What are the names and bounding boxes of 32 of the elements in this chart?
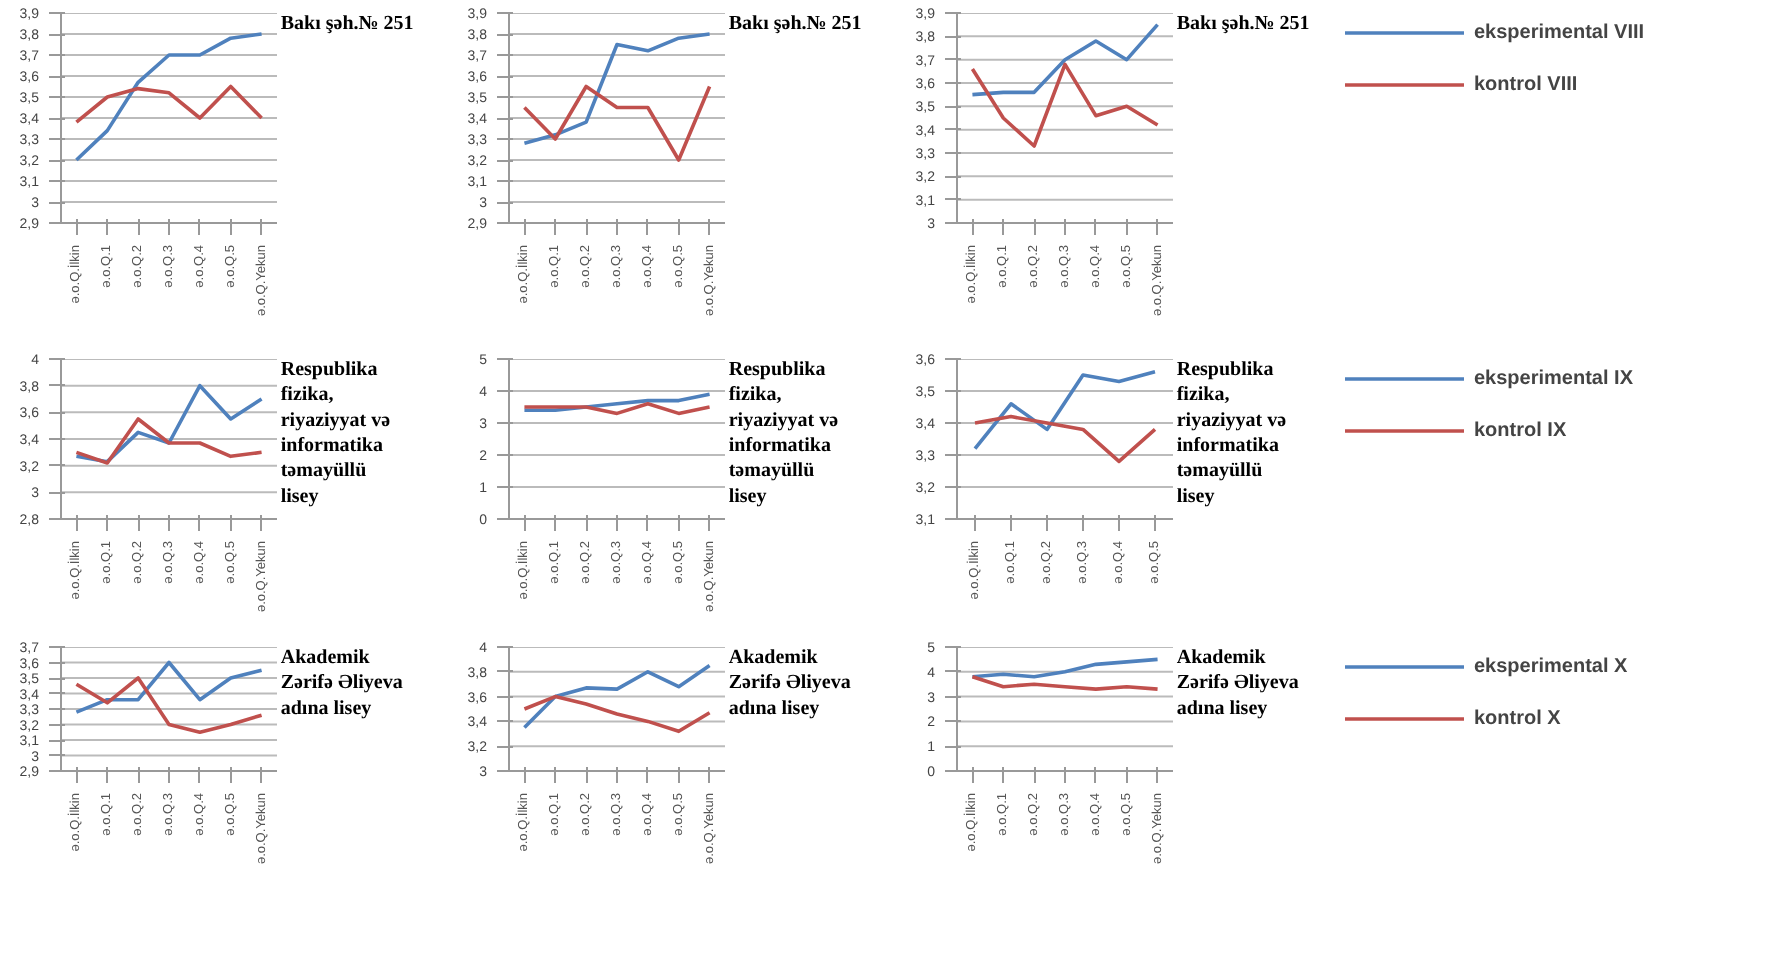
text: Akademik Zərifə Əliyeva adına lisey xyxy=(728,647,851,720)
text: eksperimental VIII xyxy=(1474,21,1645,43)
text: Akademik Zərifə Əliyeva adına lisey xyxy=(1176,647,1299,720)
line-series xyxy=(74,676,264,735)
text: kontrol VIII xyxy=(1474,73,1578,95)
line-series xyxy=(522,84,712,162)
line-series xyxy=(522,694,712,734)
line-series xyxy=(970,674,1160,691)
line-series xyxy=(973,414,1157,464)
text: Bakı şəh.№ 251 xyxy=(728,13,862,35)
line-series xyxy=(74,660,264,714)
line-series xyxy=(970,22,1160,97)
line-series xyxy=(74,383,264,464)
text: Akademik Zərifə Əliyeva adına lisey xyxy=(280,647,403,720)
text: eksperimental IX xyxy=(1474,367,1633,389)
line-series xyxy=(522,32,712,145)
text: Bakı şəh.№ 251 xyxy=(1176,13,1310,35)
line-series xyxy=(970,62,1160,148)
line-series xyxy=(522,663,712,730)
line-series xyxy=(522,392,712,412)
text: Respublika fizika, riyaziyyat və informatika təmayüllü lisey xyxy=(280,359,392,508)
text: Bakı şəh.№ 251 xyxy=(280,13,414,35)
line-series xyxy=(970,657,1160,679)
text: eksperimental X xyxy=(1474,655,1628,677)
line-series xyxy=(74,417,264,465)
text: Respublika fizika, riyaziyyat və informatika təmayüllü lisey xyxy=(1176,359,1288,508)
text: kontrol IX xyxy=(1474,419,1567,441)
text: Respublika fizika, riyaziyyat və informatika təmayüllü lisey xyxy=(728,359,840,508)
line-series xyxy=(74,84,264,124)
line-series xyxy=(973,370,1157,451)
text: kontrol X xyxy=(1474,707,1561,729)
line-series xyxy=(74,32,264,162)
